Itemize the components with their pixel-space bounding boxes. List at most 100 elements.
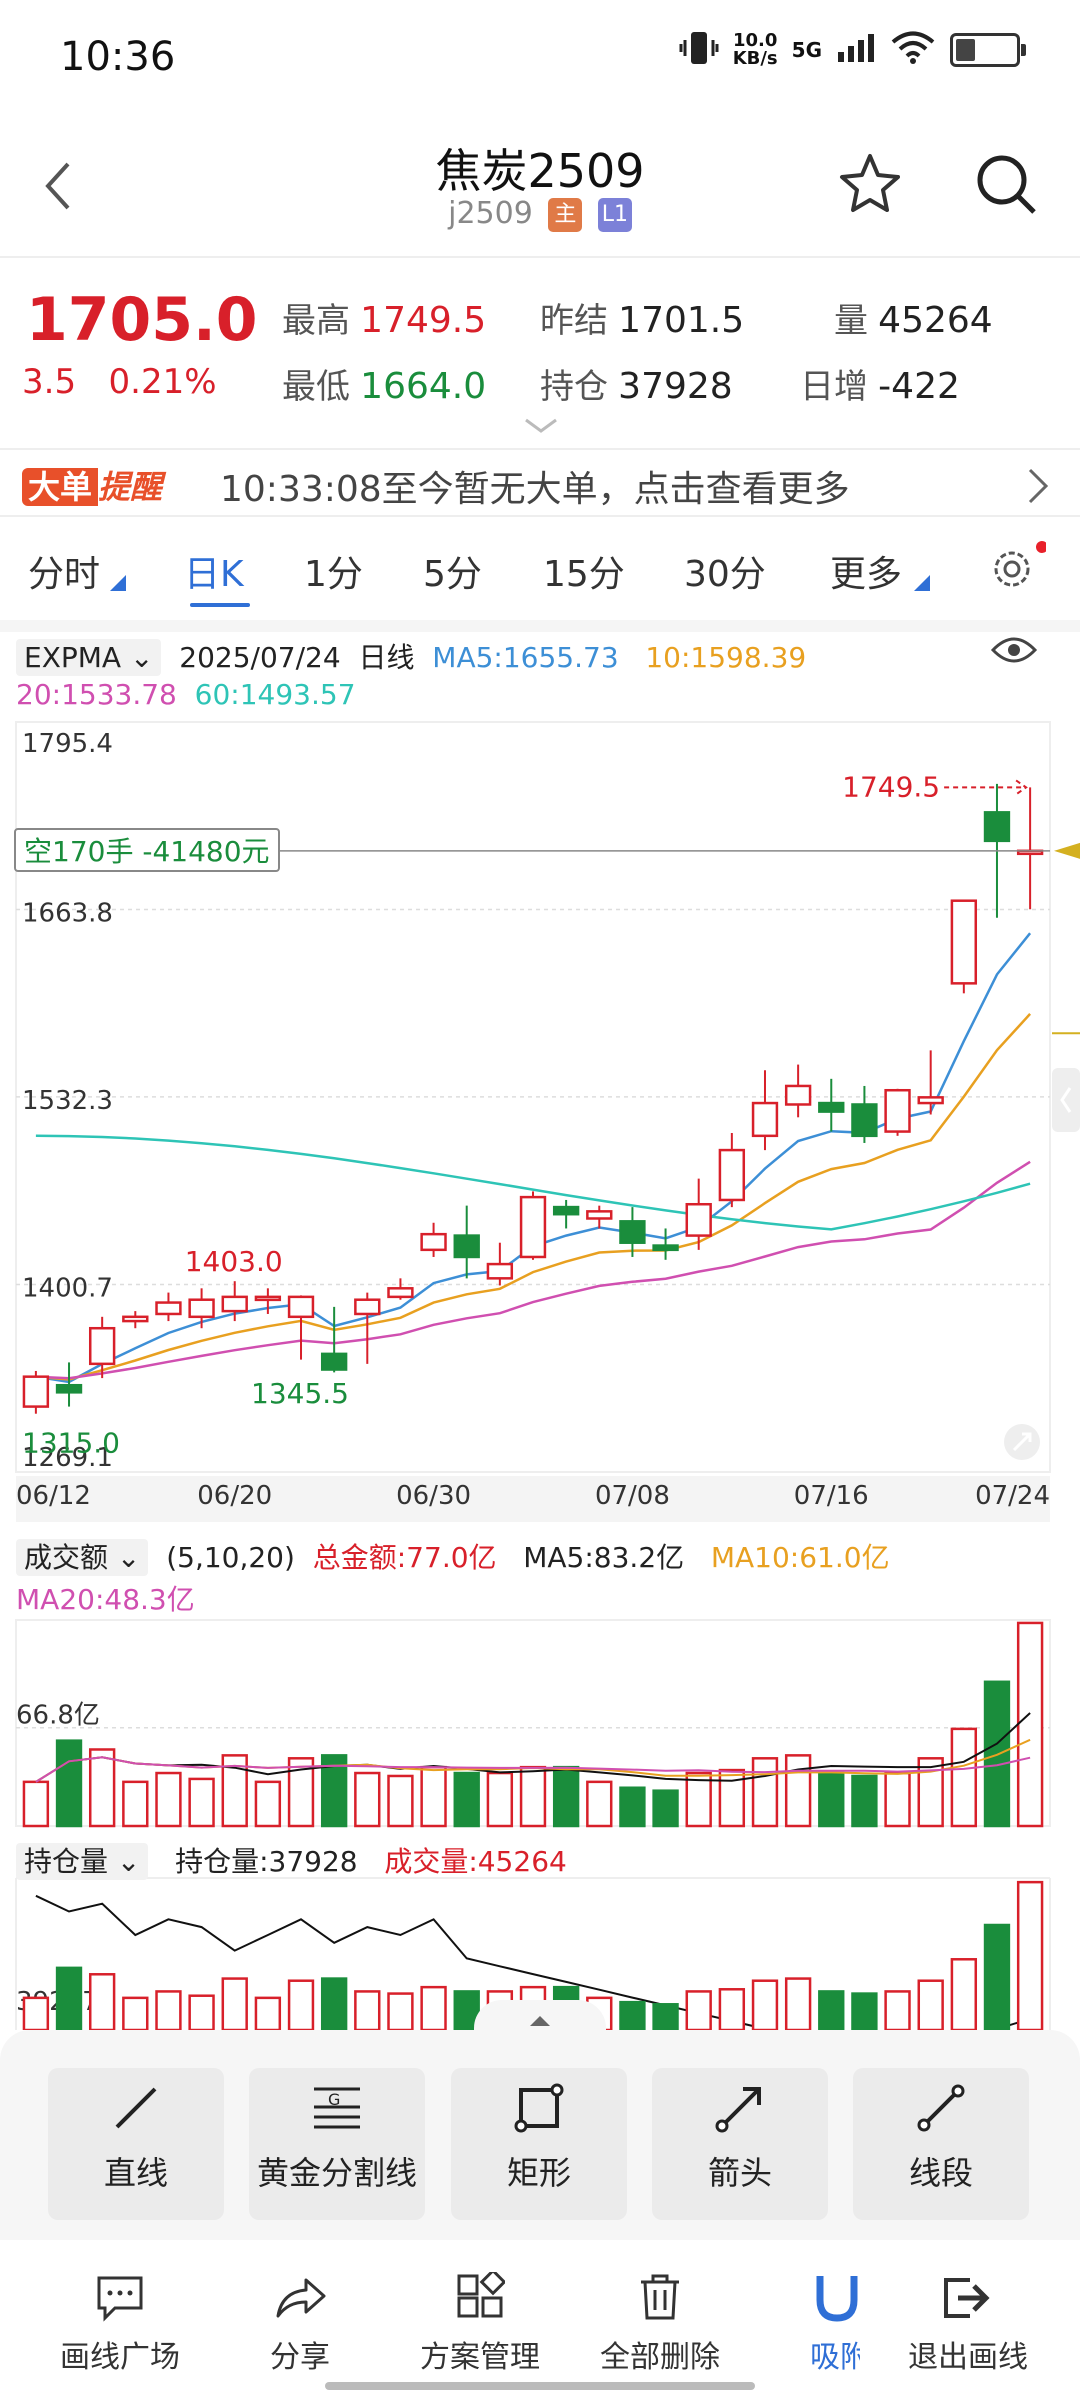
favorite-star-icon[interactable] bbox=[836, 150, 904, 222]
high-price-annotation: 1749.5 bbox=[842, 770, 940, 803]
nav-exit-drawing[interactable]: 退出画线 bbox=[878, 2262, 1058, 2376]
volume-bar bbox=[221, 1754, 248, 1828]
dropdown-corner-icon bbox=[110, 575, 126, 591]
candle-body bbox=[652, 1244, 679, 1252]
volume-y-tick: 66.8亿 bbox=[16, 1701, 100, 1731]
candle-body bbox=[519, 1195, 547, 1259]
tool-line-label: 直线 bbox=[103, 2154, 168, 2192]
grid-icon bbox=[457, 2272, 505, 2318]
tab-30min[interactable]: 30分 bbox=[684, 554, 766, 595]
tool-line[interactable]: 直线 bbox=[48, 2068, 224, 2220]
position-label[interactable]: 空170手 -41480元 bbox=[14, 828, 280, 872]
nav-snap[interactable]: 吸附 bbox=[760, 2262, 860, 2376]
tab-more[interactable]: 更多 bbox=[830, 554, 903, 595]
volume-bar bbox=[884, 1771, 911, 1828]
volume-bar bbox=[354, 1771, 381, 1828]
volume-bar bbox=[917, 1757, 944, 1828]
chat-bubble-icon bbox=[97, 2276, 143, 2322]
chevron-right-icon[interactable] bbox=[1026, 466, 1050, 510]
segment-icon bbox=[917, 2084, 965, 2132]
chevron-left-icon bbox=[1060, 1087, 1072, 1113]
golden-ratio-icon: G bbox=[314, 2087, 360, 2129]
candle-body bbox=[22, 1375, 50, 1408]
volume-indicator-select[interactable]: 成交额 ⌄ bbox=[16, 1539, 149, 1576]
nav-label: 画线广场 bbox=[60, 2340, 180, 2375]
bottom-nav bbox=[0, 2240, 1080, 2400]
big-order-badge: 大单 提醒 bbox=[22, 462, 162, 508]
nav-delete-all[interactable]: 全部删除 bbox=[570, 2262, 750, 2376]
oi-volume-bar bbox=[818, 1990, 845, 2030]
nav-plan-management[interactable]: 方案管理 bbox=[390, 2262, 570, 2376]
candle-body bbox=[287, 1295, 315, 1319]
candle-body bbox=[122, 1315, 149, 1323]
period-tabs: 分时 日K 1分 5分 15分 30分 更多 bbox=[0, 541, 1080, 625]
tool-fibonacci-label: 黄金分割线 bbox=[256, 2154, 417, 2192]
big-order-reminder[interactable]: 10:33:08至今暂无大单，点击查看更多 bbox=[220, 469, 850, 510]
tool-rectangle-label: 矩形 bbox=[506, 2154, 571, 2192]
oi-volume-bar bbox=[685, 1990, 712, 2030]
candle-body bbox=[420, 1232, 447, 1252]
volume-header: 成交额 ⌄ (5,10,20) 总金额:77.0亿 MA5:83.2亿 MA10… bbox=[16, 1536, 890, 1576]
tab-1min[interactable]: 1分 bbox=[304, 554, 363, 595]
candle-body bbox=[917, 1096, 944, 1105]
search-icon[interactable] bbox=[972, 150, 1040, 222]
nav-share[interactable]: 分享 bbox=[210, 2262, 390, 2376]
divider bbox=[0, 515, 1080, 517]
tab-5min[interactable]: 5分 bbox=[423, 554, 482, 595]
tool-fibonacci[interactable]: G 黄金分割线 bbox=[249, 2068, 425, 2220]
candle-body bbox=[751, 1101, 779, 1138]
tool-rectangle[interactable]: 矩形 bbox=[451, 2068, 627, 2220]
volume-bar bbox=[122, 1780, 149, 1828]
exit-icon bbox=[944, 2278, 990, 2318]
tab-fenshi[interactable]: 分时 bbox=[28, 554, 101, 595]
settings-gear-icon[interactable] bbox=[986, 539, 1048, 603]
home-indicator[interactable] bbox=[325, 2382, 755, 2390]
network-type: 5G bbox=[791, 38, 822, 62]
rectangle-icon bbox=[514, 2083, 564, 2133]
tool-arrow-label: 箭头 bbox=[707, 2154, 772, 2192]
ma10-line bbox=[35, 1013, 1032, 1381]
oi-volume-bar bbox=[652, 2003, 679, 2030]
candle-body bbox=[354, 1298, 381, 1316]
oi-volume-bar bbox=[950, 1958, 978, 2030]
candle-body bbox=[155, 1301, 182, 1316]
candle-body bbox=[387, 1287, 414, 1299]
candle-body bbox=[884, 1088, 911, 1133]
tool-arrow[interactable]: 箭头 bbox=[652, 2068, 828, 2220]
battery-icon bbox=[950, 33, 1026, 67]
volume-bar bbox=[188, 1777, 215, 1828]
back-button[interactable] bbox=[40, 158, 80, 218]
prev-settle-item: 昨结 1701.5 bbox=[540, 300, 745, 341]
volume-params: (5,10,20) bbox=[166, 1541, 295, 1574]
x-tick-label: 07/16 bbox=[794, 1481, 869, 1511]
indicator-select[interactable]: EXPMA ⌄ bbox=[16, 639, 162, 676]
volume-bar bbox=[22, 1780, 50, 1828]
tab-day-k[interactable]: 日K bbox=[184, 554, 244, 595]
position-marker-icon bbox=[1054, 842, 1080, 859]
volume-bar bbox=[818, 1771, 845, 1828]
oi-volume-bar bbox=[387, 1992, 414, 2030]
volume-ma20: MA20:48.3亿 bbox=[16, 1583, 195, 1616]
volume-bar bbox=[950, 1727, 978, 1828]
y-tick-label: 1532.3 bbox=[22, 1086, 113, 1116]
collapse-handle[interactable] bbox=[474, 2000, 606, 2056]
oi-volume-bar bbox=[188, 1994, 215, 2030]
local-low-annotation: 1345.5 bbox=[251, 1377, 349, 1410]
arrow-icon bbox=[715, 2087, 761, 2133]
tool-segment[interactable]: 线段 bbox=[853, 2068, 1029, 2220]
nav-drawing-square[interactable]: 画线广场 bbox=[30, 2262, 210, 2376]
kline-chart[interactable]: 1795.4 1663.8 1532.3 1400.7 1269.1 1749.5 1403… bbox=[0, 0, 1080, 2030]
indicator-period: 日线 bbox=[358, 641, 415, 674]
oi-volume-bar bbox=[88, 1973, 116, 2030]
tab-15min[interactable]: 15分 bbox=[543, 554, 625, 595]
expand-chevron-icon[interactable] bbox=[524, 418, 558, 438]
x-tick-label: 06/20 bbox=[197, 1481, 272, 1511]
volume-bar bbox=[287, 1757, 315, 1828]
oi-volume-bar bbox=[320, 1977, 348, 2030]
volume-ma5: MA5:83.2亿 bbox=[523, 1541, 685, 1574]
oi-volume-bar bbox=[55, 1966, 83, 2030]
candle-body bbox=[552, 1205, 580, 1216]
oi-indicator-select[interactable]: 持仓量 ⌄ bbox=[16, 1843, 149, 1880]
nav-label: 方案管理 bbox=[420, 2340, 540, 2375]
eye-icon[interactable] bbox=[990, 632, 1038, 672]
